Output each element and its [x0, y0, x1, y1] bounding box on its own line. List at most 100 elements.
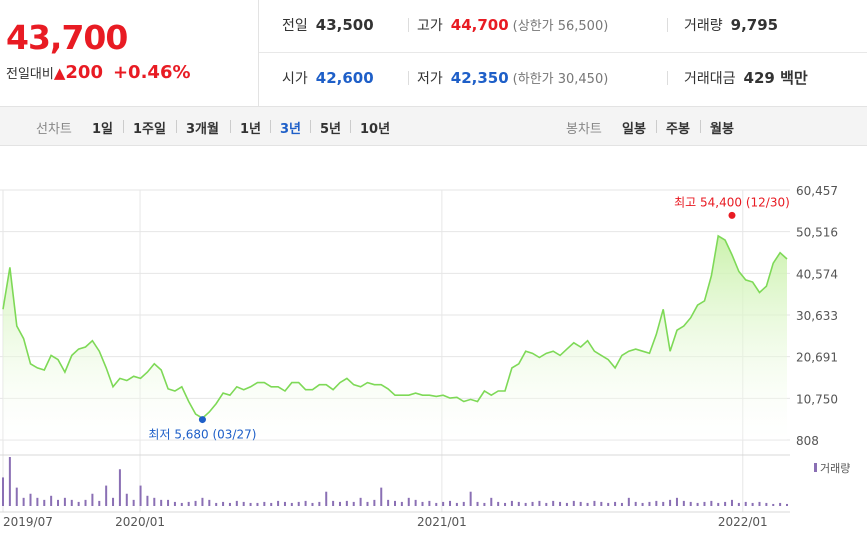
volume-bar — [132, 499, 135, 506]
volume-bar — [669, 499, 672, 506]
volume-bar — [510, 500, 513, 506]
volume-bar — [173, 501, 176, 506]
volume-bar — [63, 497, 66, 506]
volume-bar — [242, 501, 245, 506]
stat-open: 시가 42,600 — [282, 68, 374, 88]
volume-bar — [614, 501, 617, 506]
volume-bar — [600, 501, 603, 506]
tab-1y[interactable]: 1년 — [240, 122, 262, 137]
chart-tabs: 선차트 1일 1주일 3개월 1년 3년 5년 10년 봉차트 일봉 주봉 월봉 — [0, 107, 867, 146]
volume-bar — [105, 485, 108, 506]
volume-bar — [572, 500, 575, 506]
up-arrow-icon: ▲ — [53, 64, 66, 82]
volume-bar — [655, 500, 658, 506]
volume-bar — [772, 503, 775, 506]
high-value: 44,700 — [450, 16, 509, 34]
volume-bar — [552, 500, 555, 506]
volume-bar — [84, 499, 87, 506]
tab-daily[interactable]: 일봉 — [622, 122, 646, 137]
tab-monthly[interactable]: 월봉 — [710, 122, 734, 137]
tab-1w[interactable]: 1주일 — [133, 122, 166, 137]
x-tick-label: 2020/01 — [115, 515, 165, 529]
volume-bar — [538, 500, 541, 506]
y-tick-label: 30,633 — [796, 309, 838, 323]
tab-3m[interactable]: 3개월 — [186, 122, 219, 137]
low-value: 42,350 — [450, 69, 509, 87]
volume-bar — [765, 502, 768, 506]
volume-bar — [125, 493, 128, 506]
volume-bar — [277, 500, 280, 506]
volume-bar — [751, 502, 754, 506]
tab-weekly[interactable]: 주봉 — [666, 122, 690, 137]
volume-bar — [648, 501, 651, 506]
stat-amount: 거래대금 429 백만 — [684, 68, 808, 88]
volume-bar — [710, 500, 713, 506]
prev-label: 전일 — [282, 18, 308, 34]
volume-bar — [352, 501, 355, 506]
current-price: 43,700 — [6, 18, 128, 57]
volume-bar — [559, 501, 562, 506]
volume-bar — [414, 499, 417, 506]
volume-bar — [36, 497, 39, 506]
volume-bar — [366, 501, 369, 506]
volume-bar — [387, 499, 390, 506]
volume-bar — [304, 500, 307, 506]
volume-bar — [50, 495, 53, 506]
volume-bar — [744, 501, 747, 506]
low-marker — [198, 416, 206, 424]
volume-bar — [263, 501, 266, 506]
tab-10y[interactable]: 10년 — [360, 122, 391, 137]
volume-bar — [8, 457, 11, 506]
amount-value: 429 백만 — [743, 69, 808, 87]
low-annotation: 최저 5,680 (03/27) — [148, 428, 256, 442]
volume-bar — [627, 497, 630, 506]
prev-value: 43,500 — [315, 16, 374, 34]
volume-bar — [779, 502, 782, 506]
volume-bar — [442, 501, 445, 506]
price-box: 43,700 전일대비▲200 +0.46% — [0, 0, 259, 106]
volume-bar — [786, 503, 788, 506]
tab-1d[interactable]: 1일 — [92, 122, 114, 137]
volume-bar — [332, 500, 335, 506]
y-tick-label: 50,516 — [796, 226, 838, 240]
change-percent: +0.46% — [112, 62, 191, 83]
stat-volume: 거래량 9,795 — [684, 15, 778, 35]
volume-bar — [428, 500, 431, 506]
high-limit: (상한가 56,500) — [512, 19, 609, 34]
volume-bar — [187, 501, 190, 506]
volume-bar — [758, 501, 761, 506]
volume-bar — [338, 501, 341, 506]
volume-bar — [98, 500, 101, 506]
y-tick-label: 60,457 — [796, 184, 838, 198]
volume-legend-swatch — [814, 463, 817, 472]
volume-bar — [545, 502, 548, 506]
y-tick-label: 20,691 — [796, 351, 838, 365]
volume-bar — [57, 499, 60, 506]
volume-bar — [2, 477, 4, 506]
y-tick-label: 10,750 — [796, 392, 838, 406]
volume-bar — [380, 487, 383, 506]
price-change: 전일대비▲200 +0.46% — [6, 62, 191, 83]
volume-bar — [311, 502, 314, 506]
volume-bar — [689, 501, 692, 506]
volume-bar — [620, 502, 623, 506]
tab-5y[interactable]: 5년 — [320, 122, 342, 137]
y-tick-label: 808 — [796, 434, 819, 448]
volume-bar — [476, 501, 479, 506]
volume-bar — [483, 502, 486, 506]
tab-3y[interactable]: 3년 — [280, 122, 302, 137]
volume-bar — [359, 497, 362, 506]
volume-bar — [222, 501, 225, 506]
volume-bar — [407, 497, 410, 506]
line-chart-label: 선차트 — [36, 122, 72, 137]
volume-bar — [641, 502, 644, 506]
volume-bar — [297, 501, 300, 506]
price-line — [2, 234, 788, 420]
volume-bar — [703, 501, 706, 506]
price-area — [3, 235, 787, 440]
volume-bar — [290, 502, 293, 506]
volume-bar — [194, 500, 197, 506]
volume-bar — [675, 497, 678, 506]
volume-bar — [696, 502, 699, 506]
volume-bar — [593, 500, 596, 506]
